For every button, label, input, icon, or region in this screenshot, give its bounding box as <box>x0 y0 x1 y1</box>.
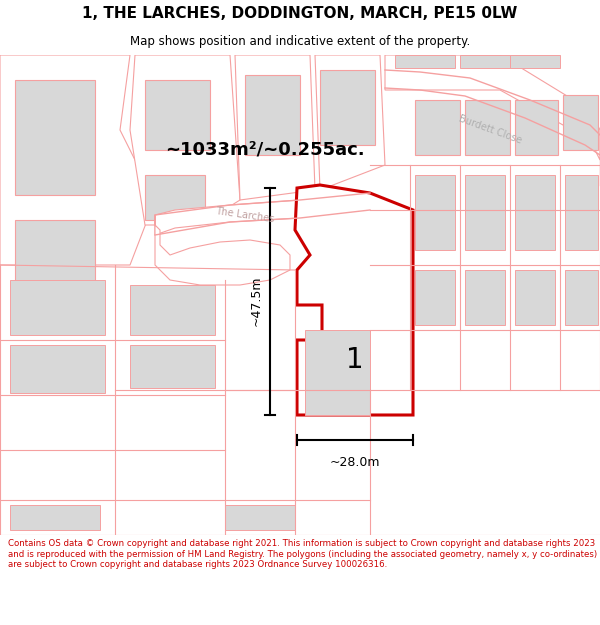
Polygon shape <box>145 175 205 220</box>
Polygon shape <box>395 55 455 68</box>
Polygon shape <box>563 95 598 150</box>
Text: 1: 1 <box>346 346 364 374</box>
Text: Contains OS data © Crown copyright and database right 2021. This information is : Contains OS data © Crown copyright and d… <box>8 539 597 569</box>
Polygon shape <box>415 175 455 250</box>
Text: The Larches: The Larches <box>215 206 275 224</box>
Polygon shape <box>565 175 598 250</box>
Polygon shape <box>415 100 460 155</box>
Polygon shape <box>385 55 600 160</box>
Polygon shape <box>245 75 300 155</box>
Polygon shape <box>515 100 558 155</box>
Text: ~47.5m: ~47.5m <box>250 276 263 326</box>
Polygon shape <box>465 100 510 155</box>
Polygon shape <box>460 55 510 68</box>
Text: Map shows position and indicative extent of the property.: Map shows position and indicative extent… <box>130 35 470 48</box>
Polygon shape <box>130 285 215 335</box>
Polygon shape <box>465 270 505 325</box>
Text: 1, THE LARCHES, DODDINGTON, MARCH, PE15 0LW: 1, THE LARCHES, DODDINGTON, MARCH, PE15 … <box>82 6 518 21</box>
Polygon shape <box>10 280 105 335</box>
Polygon shape <box>225 505 295 530</box>
Polygon shape <box>465 175 505 250</box>
Polygon shape <box>295 185 413 415</box>
Polygon shape <box>415 270 455 325</box>
Polygon shape <box>565 270 598 325</box>
Polygon shape <box>15 220 95 305</box>
Polygon shape <box>515 270 555 325</box>
Polygon shape <box>130 345 215 388</box>
Polygon shape <box>10 505 100 530</box>
Polygon shape <box>15 80 95 195</box>
Polygon shape <box>0 55 155 265</box>
Text: ~1033m²/~0.255ac.: ~1033m²/~0.255ac. <box>165 141 365 159</box>
Polygon shape <box>305 330 370 415</box>
Polygon shape <box>155 193 370 235</box>
Polygon shape <box>235 55 315 200</box>
Polygon shape <box>155 215 290 285</box>
Polygon shape <box>510 55 560 68</box>
Polygon shape <box>130 55 240 225</box>
Text: Burdett Close: Burdett Close <box>457 114 523 146</box>
Polygon shape <box>10 345 105 393</box>
Polygon shape <box>320 70 375 145</box>
Polygon shape <box>145 80 210 150</box>
Text: ~28.0m: ~28.0m <box>330 456 380 469</box>
Polygon shape <box>515 175 555 250</box>
Polygon shape <box>315 55 385 190</box>
